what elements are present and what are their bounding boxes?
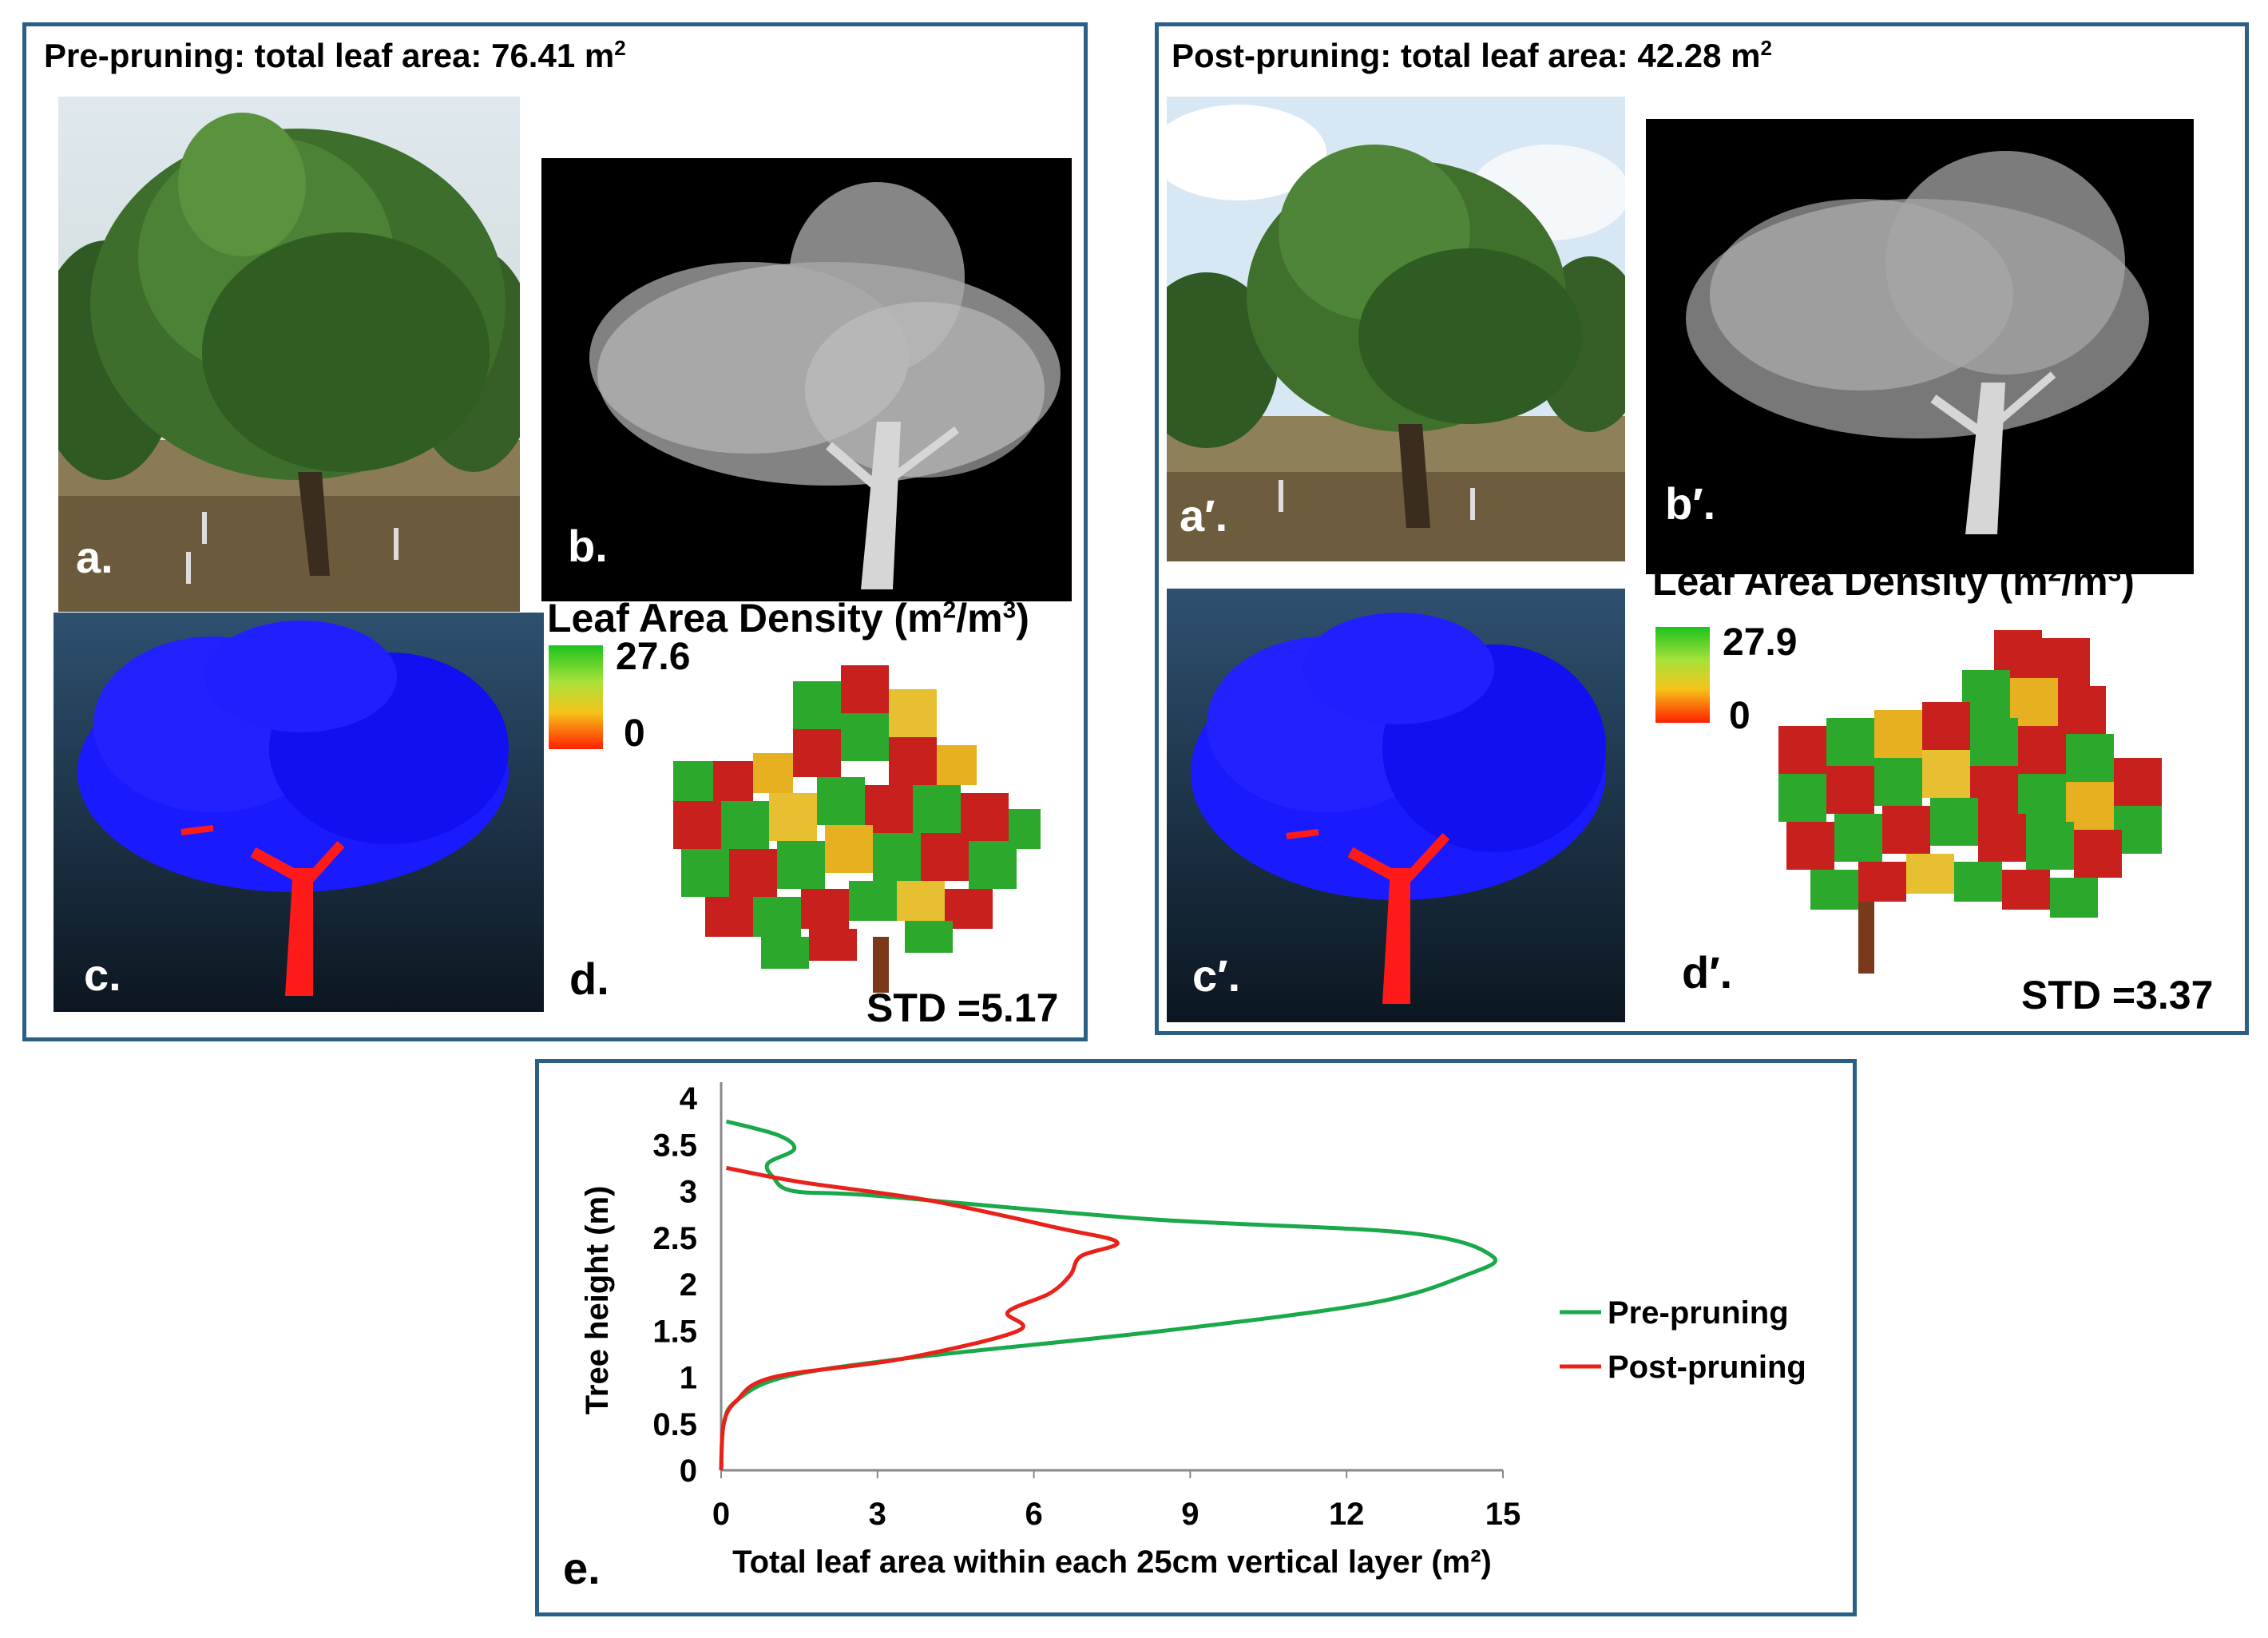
pre-point-cloud <box>541 158 1072 601</box>
post-lad-max: 27.9 <box>1723 621 1798 664</box>
post-point-cloud <box>1646 119 2194 574</box>
y-tick-label: 3.5 <box>652 1128 697 1163</box>
post-pruning-panel: Post-pruning: total leaf area: 42.28 m2 … <box>1155 22 2249 1035</box>
profile-chart: 0 0.5 1 1.5 2 2.5 3 3.5 4 0 3 6 9 12 15 Total leaf area… <box>580 1081 1806 1580</box>
pre-label-b: b. <box>568 521 608 571</box>
y-tick-label: 2 <box>680 1267 697 1303</box>
x-tick-label: 3 <box>869 1497 886 1532</box>
pre-label-a: a. <box>76 532 113 582</box>
x-axis-label: Total leaf area within each 25cm vertica… <box>732 1545 1492 1580</box>
post-classified-cloud <box>1167 589 1625 1022</box>
pre-label-c: c. <box>84 950 121 1000</box>
legend-entry: Pre-pruning <box>1608 1295 1789 1331</box>
pre-label-d: d. <box>569 954 609 1004</box>
series-line-post-pruning <box>719 1165 1120 1471</box>
y-tick-label: 0.5 <box>652 1407 697 1442</box>
y-tick-label: 2.5 <box>652 1221 697 1256</box>
post-label-b: b′. <box>1665 478 1716 529</box>
series-line-pre-pruning <box>719 1119 1497 1471</box>
x-tick-label: 15 <box>1485 1497 1521 1532</box>
post-lad-colorbar <box>1655 627 1710 723</box>
x-tick-label: 6 <box>1025 1497 1042 1532</box>
post-label-d: d′. <box>1682 947 1733 997</box>
post-std: STD =3.37 <box>2021 973 2214 1017</box>
post-voxel-model <box>1731 614 2218 997</box>
post-lad-min: 0 <box>1729 695 1751 737</box>
pre-pruning-title: Pre-pruning: total leaf area: 76.41 m2 <box>44 36 626 74</box>
pre-lad-title: Leaf Area Density (m2/m3) <box>547 596 1029 641</box>
profile-chart-panel: 0 0.5 1 1.5 2 2.5 3 3.5 4 0 3 6 9 12 15 Total leaf area… <box>535 1059 1857 1616</box>
post-pruning-title: Post-pruning: total leaf area: 42.28 m2 <box>1172 36 1772 74</box>
x-tick-label: 12 <box>1329 1497 1365 1532</box>
y-tick-label: 3 <box>680 1175 697 1210</box>
y-axis-label: Tree height (m) <box>580 1186 615 1415</box>
pre-std: STD =5.17 <box>866 986 1059 1030</box>
pre-lad-max: 27.6 <box>616 636 691 678</box>
y-tick-label: 4 <box>680 1081 698 1116</box>
pre-voxel-model <box>641 633 1065 1001</box>
post-lad-title: Leaf Area Density (m2/m3) <box>1652 559 2135 604</box>
y-tick-label: 1.5 <box>652 1314 697 1349</box>
chart-label-e: e. <box>563 1543 601 1593</box>
x-tick-label: 9 <box>1181 1497 1199 1532</box>
pre-pruning-panel: Pre-pruning: total leaf area: 76.41 m2 a… <box>22 22 1088 1041</box>
pre-lad-colorbar <box>549 645 603 749</box>
y-tick-label: 1 <box>680 1361 697 1396</box>
post-label-c: c′. <box>1192 950 1241 1001</box>
pre-lad-min: 0 <box>624 712 645 755</box>
post-label-a: a′. <box>1180 490 1228 541</box>
y-tick-label: 0 <box>680 1454 697 1489</box>
legend-entry: Post-pruning <box>1608 1350 1806 1385</box>
post-tree-photo <box>1167 97 1625 561</box>
pre-classified-cloud <box>54 613 544 1012</box>
x-tick-label: 0 <box>712 1497 730 1532</box>
pre-tree-photo <box>58 97 520 612</box>
